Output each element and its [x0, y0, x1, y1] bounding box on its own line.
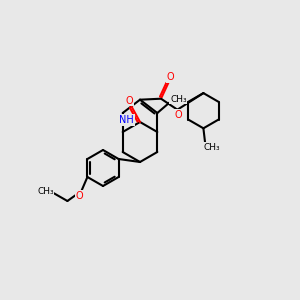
- Text: NH: NH: [119, 115, 134, 125]
- Text: O: O: [175, 110, 182, 120]
- Text: CH₃: CH₃: [37, 187, 54, 196]
- Text: O: O: [76, 191, 83, 201]
- Text: O: O: [167, 72, 174, 82]
- Text: CH₃: CH₃: [203, 143, 220, 152]
- Text: O: O: [125, 96, 133, 106]
- Text: CH₃: CH₃: [170, 94, 187, 103]
